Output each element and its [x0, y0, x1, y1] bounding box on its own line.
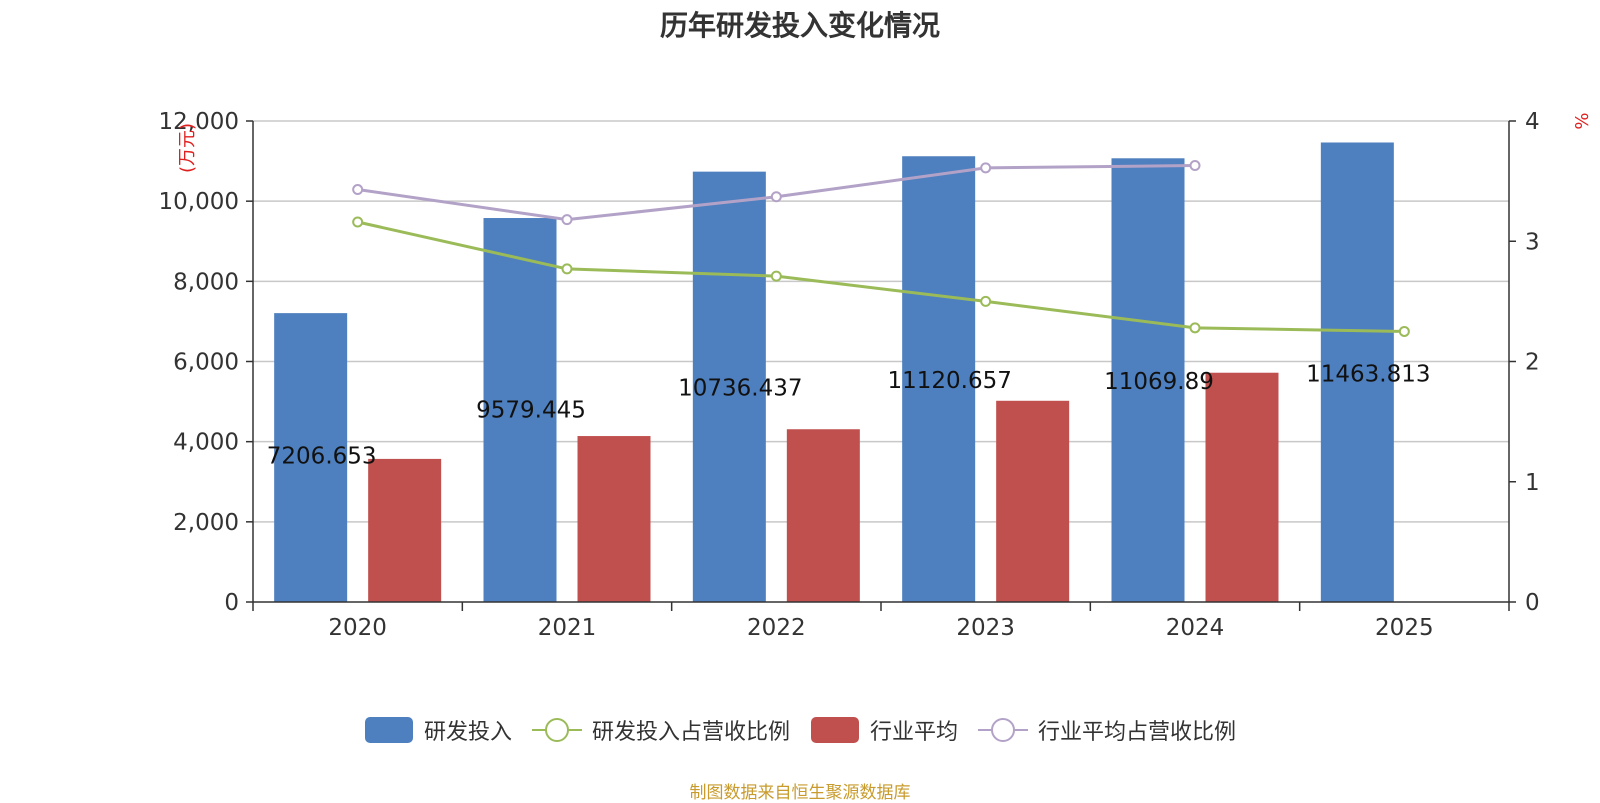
data-label-rd-investment: 10736.437: [678, 375, 802, 401]
point-industry-ratio: [1189, 159, 1201, 171]
y-tick-label-right: 2: [1525, 350, 1540, 376]
chart-legend: 研发投入 研发投入占营收比例 行业平均 行业平均占营收比例: [0, 714, 1600, 746]
data-label-rd-investment: 11069.89: [1104, 369, 1214, 395]
y-tick-label-left: 2,000: [173, 510, 239, 536]
legend-swatch-rect: [364, 717, 413, 743]
y-tick-label-right: 4: [1525, 109, 1540, 135]
bar-rd-investment: [692, 171, 766, 602]
y-tick-label-left: 0: [224, 590, 239, 616]
legend-label-rd-ratio: 研发投入占营收比例: [591, 720, 790, 745]
line-rd-ratio: [357, 220, 1405, 333]
y-tick-label-left: 10,000: [159, 189, 239, 215]
bar-rd-investment: [274, 313, 348, 602]
data-source-note: 制图数据来自恒生聚源数据库: [689, 783, 911, 803]
point-rd-ratio: [1189, 322, 1201, 334]
bar-rd-investment: [1320, 142, 1394, 602]
x-tick-label: 2025: [1375, 615, 1434, 641]
legend-item-rd-investment[interactable]: 研发投入: [364, 714, 512, 746]
point-rd-ratio: [980, 295, 992, 307]
y-axis-title-left: (万元): [177, 123, 198, 173]
x-tick-label: 2021: [538, 615, 597, 641]
bar-industry-average: [368, 458, 442, 602]
legend-swatch-bar-red: [811, 717, 859, 743]
legend-item-industry-average[interactable]: 行业平均: [810, 714, 958, 746]
bar-industry-average: [996, 400, 1070, 602]
point-rd-ratio: [1398, 325, 1410, 337]
legend-swatch-rect: [811, 717, 859, 743]
legend-label-industry-ratio: 行业平均占营收比例: [1038, 720, 1237, 745]
point-industry-ratio: [352, 184, 364, 196]
y-tick-label-left: 6,000: [173, 350, 239, 376]
bar-industry-average: [577, 436, 651, 602]
legend-swatch-marker: [544, 718, 569, 742]
point-rd-ratio: [352, 216, 364, 228]
point-rd-ratio: [770, 270, 782, 282]
y-tick-label-left: 8,000: [173, 269, 239, 295]
y-axis-title-right: %: [1572, 112, 1593, 129]
legend-item-industry-ratio[interactable]: 行业平均占营收比例: [978, 714, 1236, 746]
data-label-rd-investment: 9579.445: [476, 398, 586, 424]
y-tick-label-left: 4,000: [173, 430, 239, 456]
legend-item-rd-ratio[interactable]: 研发投入占营收比例: [531, 714, 790, 746]
legend-swatch-marker: [991, 718, 1016, 742]
point-industry-ratio: [980, 162, 992, 174]
bar-rd-investment: [1111, 158, 1185, 602]
bar-industry-average: [1205, 372, 1279, 602]
data-label-rd-investment: 11120.657: [887, 368, 1011, 394]
point-industry-ratio: [770, 191, 782, 203]
legend-label-rd-investment: 研发投入: [423, 720, 512, 745]
y-tick-label-right: 1: [1525, 470, 1540, 496]
legend-label-industry-average: 行业平均: [870, 720, 959, 745]
bar-rd-investment: [902, 156, 976, 602]
y-tick-label-right: 0: [1525, 590, 1540, 616]
y-tick-label-left: 12,000: [159, 109, 239, 135]
bar-industry-average: [786, 429, 860, 602]
point-rd-ratio: [561, 263, 573, 275]
x-tick-label: 2024: [1166, 615, 1225, 641]
data-label-rd-investment: 11463.813: [1306, 361, 1430, 387]
x-tick-label: 2023: [956, 615, 1015, 641]
legend-swatch-bar-blue: [364, 717, 413, 743]
point-industry-ratio: [561, 214, 573, 226]
chart-title: 历年研发投入变化情况: [659, 9, 940, 42]
data-label-rd-investment: 7206.653: [267, 443, 377, 469]
x-tick-label: 2022: [747, 615, 806, 641]
x-tick-label: 2020: [328, 615, 387, 641]
legend-swatch-line-purple: [978, 718, 1029, 742]
y-tick-label-right: 3: [1525, 229, 1540, 255]
legend-swatch-line-green: [531, 718, 582, 742]
bar-rd-investment: [483, 218, 557, 602]
